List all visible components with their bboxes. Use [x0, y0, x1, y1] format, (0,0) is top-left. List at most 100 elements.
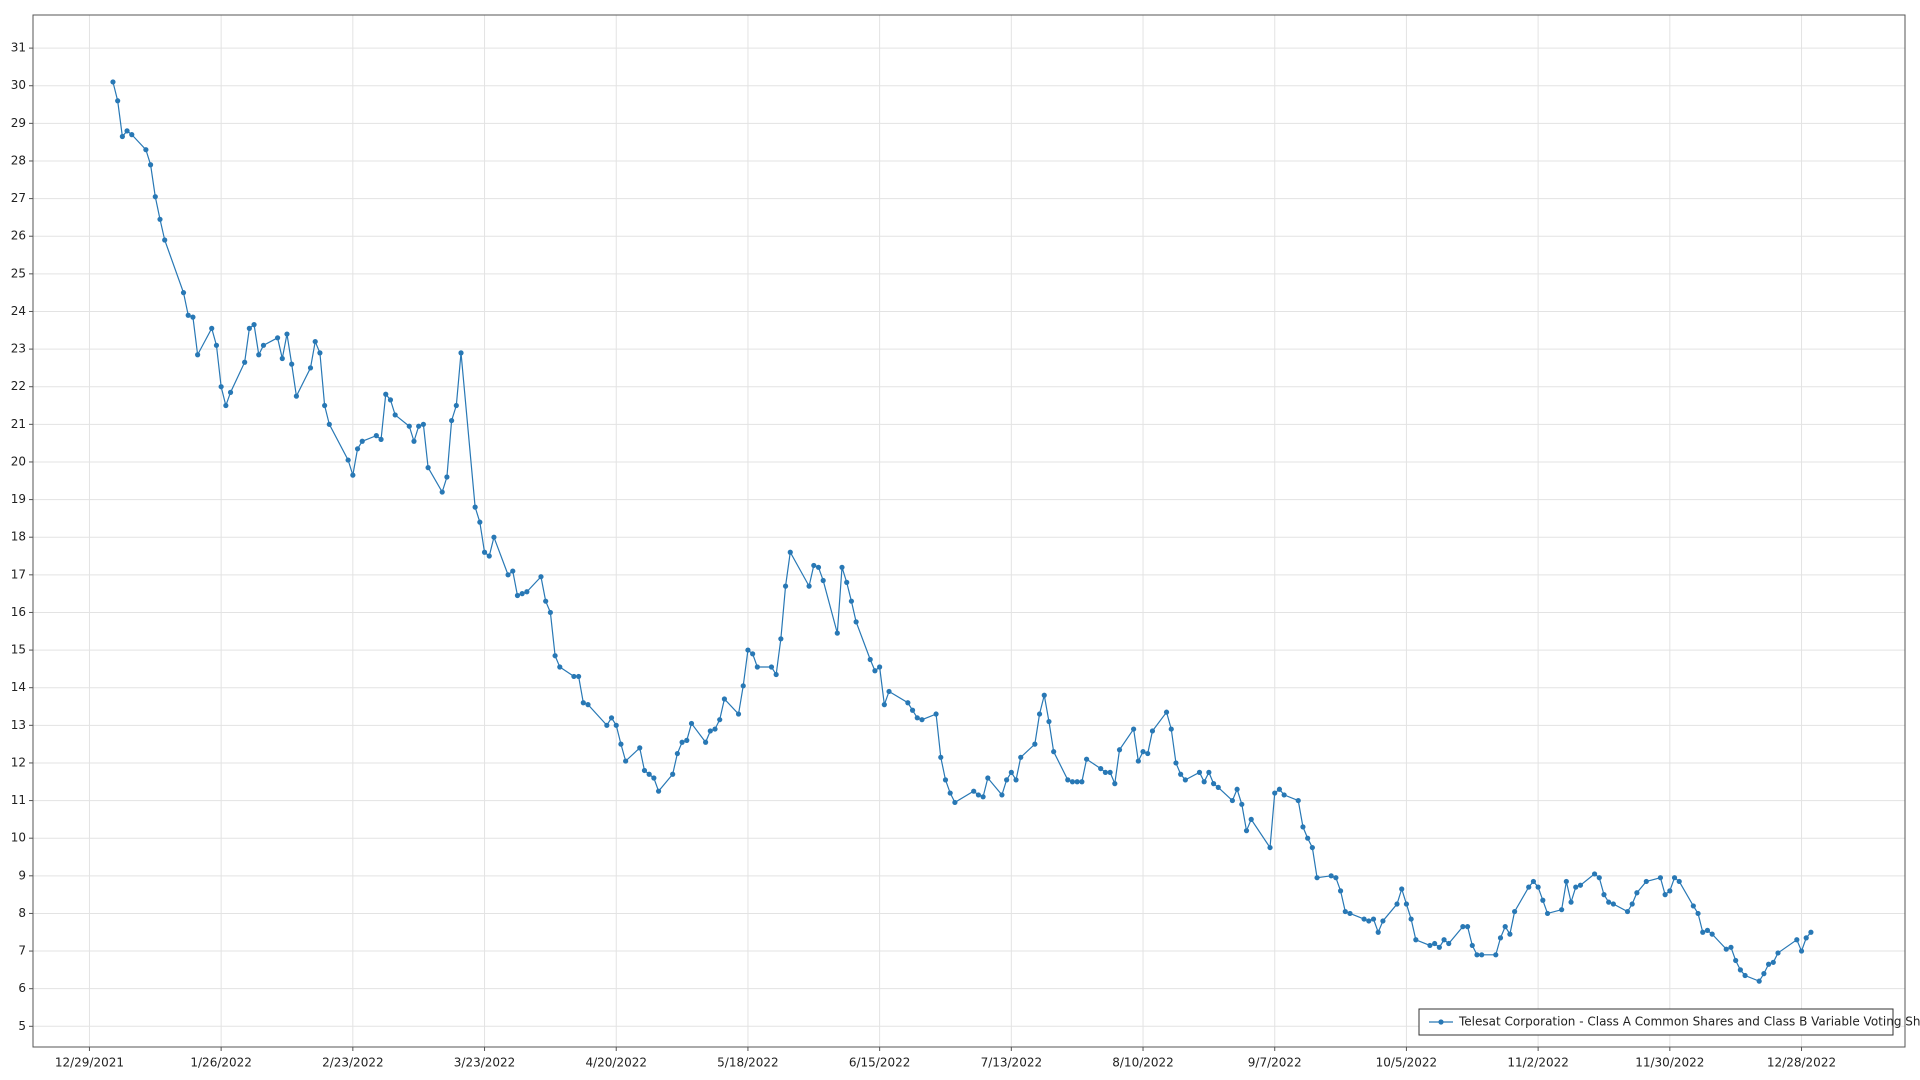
point: [284, 331, 290, 337]
point: [1596, 875, 1602, 881]
point: [1803, 935, 1809, 941]
point: [1775, 950, 1781, 956]
y-tick-label: 24: [11, 304, 26, 318]
point: [119, 133, 125, 140]
point: [1700, 929, 1706, 935]
point: [110, 79, 116, 85]
point: [613, 722, 619, 728]
point: [839, 564, 845, 570]
point: [524, 589, 530, 595]
point: [373, 433, 379, 439]
point: [745, 647, 751, 653]
point: [383, 391, 389, 397]
point: [773, 671, 779, 678]
point: [576, 673, 582, 680]
point: [1765, 961, 1772, 967]
point: [905, 700, 911, 706]
point: [1215, 784, 1221, 791]
point: [195, 352, 201, 358]
point: [260, 342, 267, 348]
point: [740, 683, 746, 689]
point: [834, 630, 840, 636]
point: [806, 583, 812, 589]
y-tick-label: 21: [11, 417, 26, 431]
point: [707, 728, 713, 734]
point: [1370, 916, 1377, 922]
point: [1634, 890, 1640, 896]
point: [1366, 918, 1372, 924]
point: [157, 216, 163, 222]
point: [820, 577, 826, 584]
point: [585, 702, 591, 708]
point: [1295, 797, 1301, 804]
point: [1337, 888, 1344, 894]
point: [1248, 816, 1254, 822]
point: [1723, 946, 1729, 952]
point: [406, 423, 412, 429]
x-tick-label: 11/30/2022: [1635, 1056, 1704, 1070]
x-tick-label: 4/20/2022: [585, 1056, 647, 1070]
point: [933, 711, 939, 717]
point: [1676, 878, 1682, 885]
point: [1140, 749, 1146, 755]
point: [411, 438, 417, 444]
point: [1239, 801, 1245, 807]
point: [1069, 779, 1076, 785]
point: [354, 446, 361, 452]
grid: [33, 15, 1905, 1047]
point: [256, 352, 262, 358]
point: [505, 572, 511, 578]
point: [1794, 937, 1800, 943]
y-tick-label: 22: [11, 379, 26, 393]
point: [1474, 952, 1480, 958]
point: [293, 393, 299, 399]
point: [853, 619, 859, 625]
point: [1314, 875, 1320, 881]
point: [768, 664, 775, 670]
point: [162, 237, 168, 243]
x-tick-label: 12/28/2022: [1767, 1056, 1836, 1070]
point: [1507, 931, 1513, 937]
point: [674, 750, 680, 757]
point: [778, 636, 784, 642]
point: [251, 322, 257, 328]
point: [688, 720, 695, 727]
point: [1629, 901, 1635, 907]
y-tick-label: 18: [11, 530, 26, 544]
point: [1709, 931, 1715, 937]
point: [1493, 952, 1499, 958]
point: [641, 767, 648, 774]
y-tick-label: 31: [11, 41, 26, 55]
point: [787, 549, 793, 555]
point: [1112, 781, 1118, 787]
y-tick-label: 5: [18, 1019, 26, 1033]
y-tick-label: 7: [18, 944, 26, 958]
point: [848, 598, 855, 604]
point: [1131, 726, 1137, 732]
y-tick-label: 12: [11, 755, 26, 769]
point: [1300, 824, 1306, 830]
point: [209, 325, 215, 331]
point: [1737, 967, 1743, 973]
legend: Telesat Corporation - Class A Common Sha…: [1418, 1008, 1920, 1036]
point: [514, 592, 521, 599]
point: [359, 438, 365, 444]
point: [472, 504, 478, 510]
point: [844, 579, 850, 585]
point: [679, 739, 685, 745]
ticks: 5 6 7 8 9 10 11 12 13 14 15 16 17 18 19 20 21 22 23 24 25 26 2…: [11, 41, 1836, 1070]
point: [872, 668, 878, 674]
point: [1540, 897, 1546, 903]
point: [350, 472, 356, 478]
point: [1535, 884, 1541, 890]
point: [1761, 971, 1767, 977]
x-tick-label: 11/2/2022: [1507, 1056, 1569, 1070]
point: [1051, 749, 1057, 755]
point: [547, 609, 553, 616]
y-tick-label: 6: [18, 981, 26, 995]
point: [717, 717, 723, 723]
x-tick-label: 10/5/2022: [1376, 1056, 1438, 1070]
point: [886, 688, 892, 695]
